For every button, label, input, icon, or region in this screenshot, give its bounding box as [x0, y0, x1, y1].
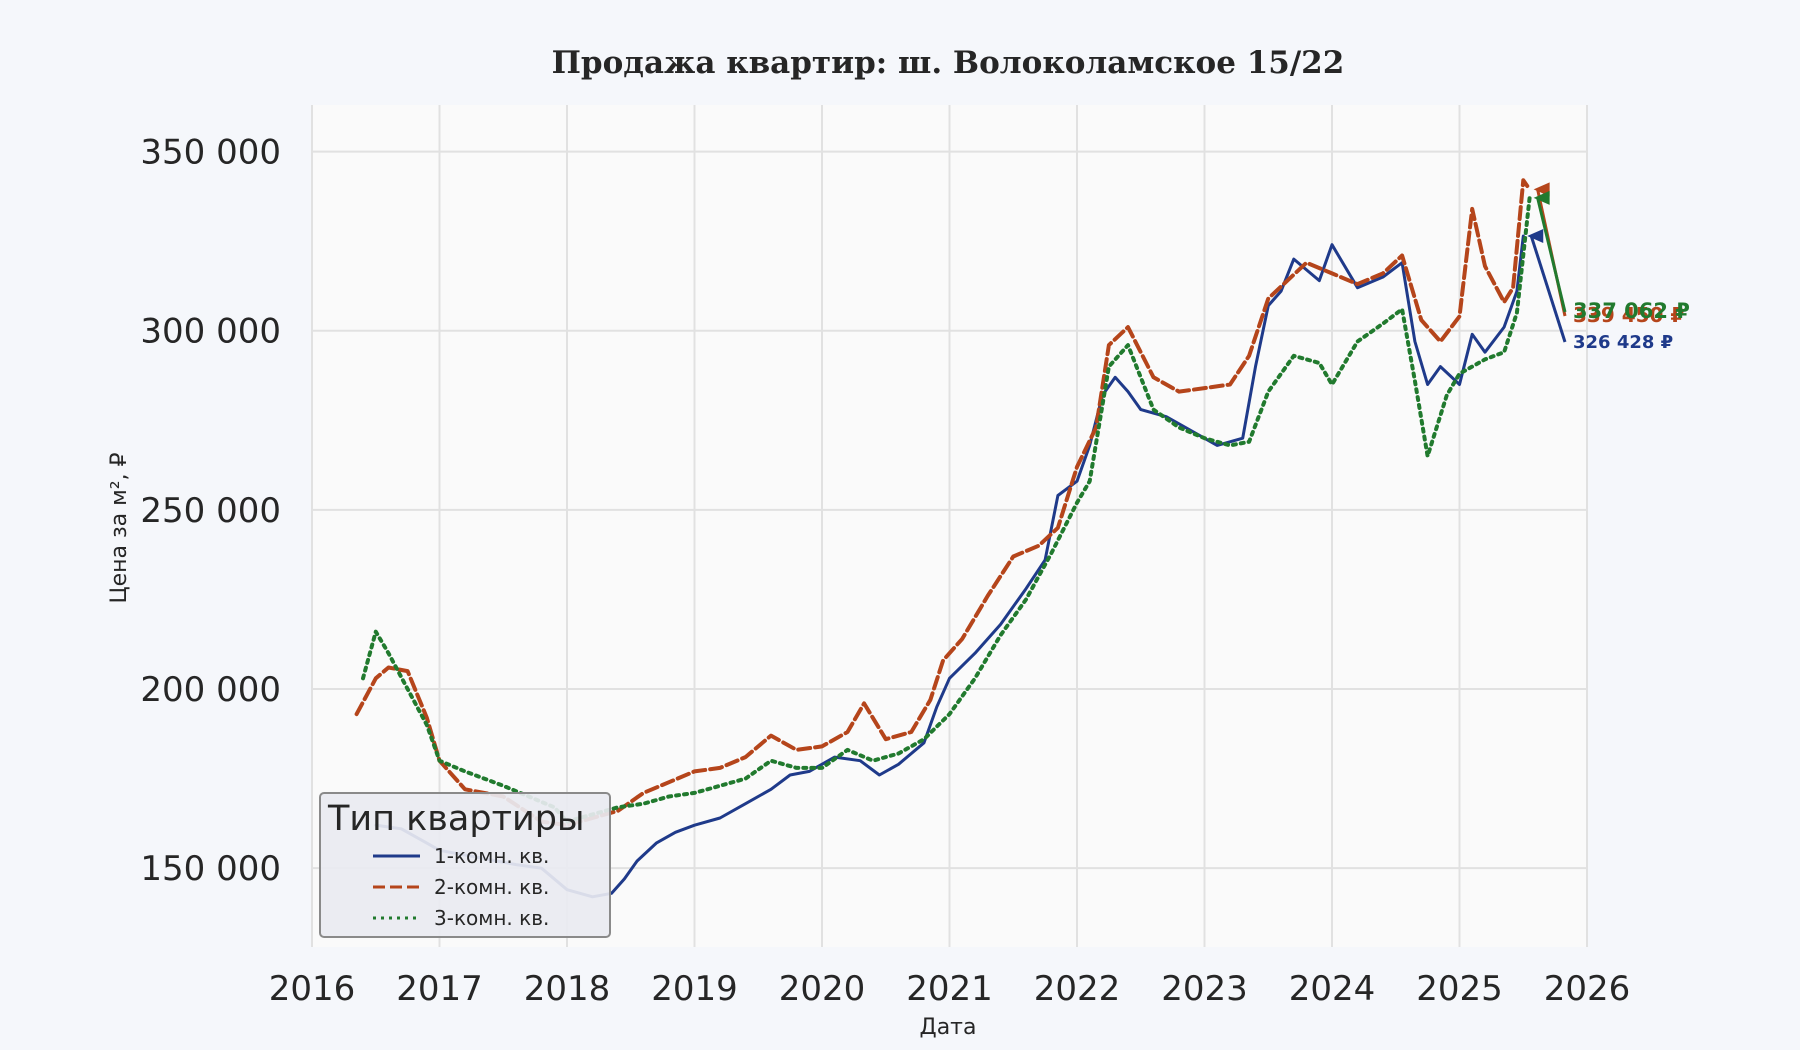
- y-axis-ticks: 150 000 200 000 250 000 300 000 350 000: [140, 133, 281, 890]
- series-line-1: [374, 234, 1525, 899]
- y-tick-label: 300 000: [140, 312, 281, 352]
- x-axis-label: Дата: [920, 1015, 977, 1040]
- grid: [311, 105, 1588, 947]
- legend-label-1: 1-комн. кв.: [434, 844, 549, 868]
- legend-box: [319, 792, 611, 938]
- chart-title: Продажа квартир: ш. Волоколамское 15/22: [552, 45, 1345, 81]
- end-label-arrow: [1536, 197, 1567, 313]
- legend-label-3: 3-комн. кв.: [434, 906, 549, 930]
- y-axis-label: Цена за м², ₽: [107, 452, 132, 603]
- end-value-label: 339 450 ₽: [1573, 303, 1684, 327]
- legend: Тип квартиры 1-комн. кв. 2-комн. кв. 3-к…: [319, 792, 611, 938]
- end-label-arrowhead: [1527, 229, 1544, 244]
- x-tick-label: 2021: [906, 969, 993, 1009]
- x-tick-label: 2024: [1289, 969, 1376, 1009]
- x-tick-label: 2025: [1416, 969, 1503, 1009]
- y-tick-label: 200 000: [140, 670, 281, 710]
- end-label-arrowhead: [1533, 190, 1550, 205]
- y-tick-label: 250 000: [140, 491, 281, 531]
- end-label-arrow: [1529, 235, 1567, 343]
- x-tick-label: 2020: [779, 969, 866, 1009]
- x-tick-label: 2022: [1034, 969, 1121, 1009]
- legend-title: Тип квартиры: [327, 799, 585, 839]
- x-tick-label: 2019: [651, 969, 738, 1009]
- x-tick-label: 2018: [524, 969, 611, 1009]
- x-axis-ticks: 2016 2017 2018 2019 2020 2021 2022 2023 2024 2025…: [269, 969, 1631, 1009]
- end-value-label: 326 428 ₽: [1573, 332, 1673, 353]
- y-tick-label: 350 000: [140, 133, 281, 173]
- x-tick-label: 2016: [269, 969, 356, 1009]
- y-tick-label: 150 000: [140, 849, 281, 889]
- x-tick-label: 2023: [1161, 969, 1248, 1009]
- end-labels: 326 428 ₽ 339 450 ₽337 062 ₽: [1527, 182, 1690, 353]
- x-tick-label: 2017: [396, 969, 483, 1009]
- end-value-label: 337 062 ₽: [1573, 299, 1690, 323]
- legend-label-2: 2-комн. кв.: [434, 875, 549, 899]
- x-tick-label: 2026: [1544, 969, 1631, 1009]
